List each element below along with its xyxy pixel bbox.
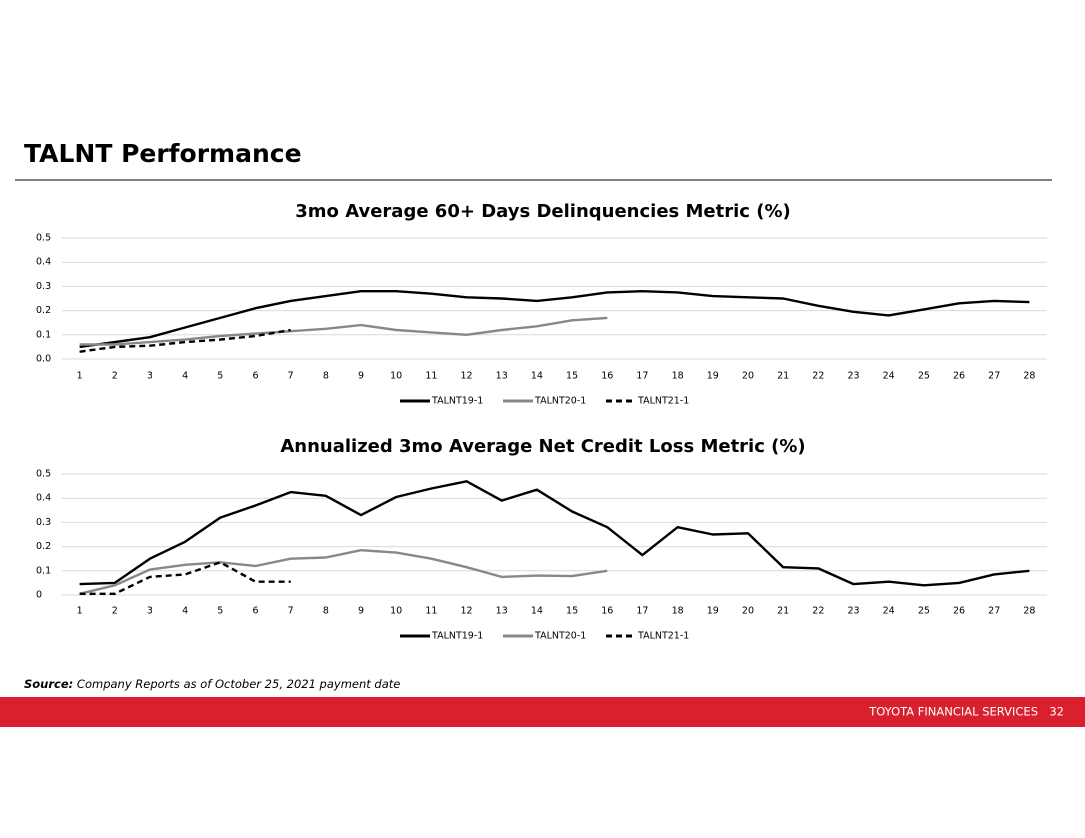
legend-label: TALNT20-1 (534, 631, 586, 642)
x-tick-label: 2 (112, 606, 118, 617)
y-tick-label: 0.5 (36, 233, 51, 244)
x-tick-label: 14 (531, 606, 543, 617)
x-tick-label: 23 (847, 371, 859, 382)
x-tick-label: 22 (812, 606, 824, 617)
x-tick-label: 5 (217, 371, 223, 382)
series-line (79, 561, 291, 595)
legend-label: TALNT19-1 (431, 631, 483, 642)
footer-company: TOYOTA FINANCIAL SERVICES (868, 705, 1038, 719)
x-tick-label: 21 (777, 606, 789, 617)
series-line (79, 316, 608, 346)
y-tick-label: 0.5 (36, 469, 51, 480)
x-tick-label: 25 (918, 606, 930, 617)
x-tick-label: 13 (496, 371, 508, 382)
x-tick-label: 8 (323, 371, 329, 382)
source-note: Source: Company Reports as of October 25… (24, 677, 400, 691)
x-tick-label: 15 (566, 606, 578, 617)
x-tick-label: 7 (288, 371, 294, 382)
x-tick-label: 12 (461, 371, 473, 382)
x-tick-label: 19 (707, 606, 719, 617)
x-tick-label: 25 (918, 371, 930, 382)
chart-title: 3mo Average 60+ Days Delinquencies Metri… (295, 201, 790, 222)
x-tick-label: 4 (182, 606, 188, 617)
x-tick-label: 16 (601, 371, 613, 382)
x-tick-label: 7 (288, 606, 294, 617)
legend-label: TALNT20-1 (534, 396, 586, 407)
x-tick-label: 1 (77, 606, 83, 617)
x-tick-label: 4 (182, 371, 188, 382)
x-tick-label: 20 (742, 606, 754, 617)
x-tick-label: 1 (77, 371, 83, 382)
y-tick-label: 0.0 (36, 354, 51, 365)
y-tick-label: 0.3 (36, 517, 51, 528)
y-tick-label: 0.3 (36, 281, 51, 292)
x-tick-label: 12 (461, 606, 473, 617)
x-tick-label: 19 (707, 371, 719, 382)
y-tick-label: 0.2 (36, 305, 51, 316)
legend-label: TALNT19-1 (431, 396, 483, 407)
x-tick-label: 13 (496, 606, 508, 617)
x-tick-label: 26 (953, 606, 965, 617)
x-tick-label: 28 (1023, 606, 1035, 617)
y-tick-label: 0.2 (36, 541, 51, 552)
x-tick-label: 26 (953, 371, 965, 382)
x-tick-label: 21 (777, 371, 789, 382)
y-tick-label: 0.1 (36, 565, 51, 576)
footer-bar (0, 697, 1085, 727)
x-tick-label: 5 (217, 606, 223, 617)
x-tick-label: 17 (636, 606, 648, 617)
legend-label: TALNT21-1 (637, 396, 689, 407)
x-tick-label: 10 (390, 371, 402, 382)
source-text: Company Reports as of October 25, 2021 p… (73, 677, 400, 691)
x-tick-label: 18 (672, 606, 684, 617)
x-tick-label: 28 (1023, 371, 1035, 382)
x-tick-label: 27 (988, 606, 1000, 617)
series-line (79, 290, 1030, 349)
x-tick-label: 18 (672, 371, 684, 382)
x-tick-label: 24 (883, 371, 895, 382)
x-tick-label: 11 (425, 371, 437, 382)
x-tick-label: 17 (636, 371, 648, 382)
x-tick-label: 11 (425, 606, 437, 617)
y-tick-label: 0.4 (36, 257, 51, 268)
x-tick-label: 23 (847, 606, 859, 617)
x-tick-label: 3 (147, 371, 153, 382)
x-tick-label: 10 (390, 606, 402, 617)
x-tick-label: 24 (883, 606, 895, 617)
x-tick-label: 16 (601, 606, 613, 617)
x-tick-label: 9 (358, 371, 364, 382)
x-tick-label: 8 (323, 606, 329, 617)
chart-title: Annualized 3mo Average Net Credit Loss M… (280, 436, 805, 457)
x-tick-label: 3 (147, 606, 153, 617)
x-tick-label: 15 (566, 371, 578, 382)
x-tick-label: 6 (252, 606, 258, 617)
y-tick-label: 0 (36, 590, 42, 601)
series-line (79, 328, 291, 353)
source-label: Source: (24, 677, 73, 691)
x-tick-label: 20 (742, 371, 754, 382)
legend-label: TALNT21-1 (637, 631, 689, 642)
y-tick-label: 0.4 (36, 493, 51, 504)
x-tick-label: 22 (812, 371, 824, 382)
x-tick-label: 27 (988, 371, 1000, 382)
x-tick-label: 9 (358, 606, 364, 617)
y-tick-label: 0.1 (36, 329, 51, 340)
x-tick-label: 6 (252, 371, 258, 382)
page-title: TALNT Performance (24, 139, 302, 168)
x-tick-label: 2 (112, 371, 118, 382)
page-number: 32 (1049, 705, 1064, 719)
series-line (79, 480, 1030, 587)
series-line (79, 549, 608, 595)
x-tick-label: 14 (531, 371, 543, 382)
